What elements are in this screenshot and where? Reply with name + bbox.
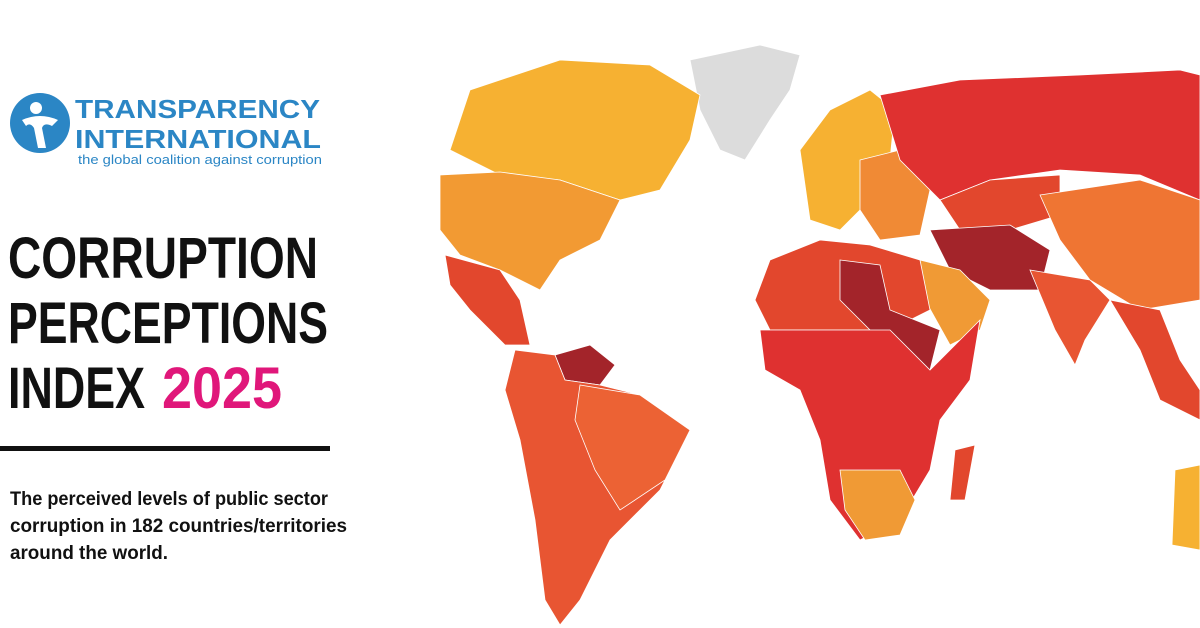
usa bbox=[439, 171, 621, 291]
madagascar bbox=[949, 444, 976, 501]
title-line: PERCEPTIONS bbox=[8, 291, 328, 356]
australia bbox=[1171, 464, 1200, 551]
description-line: The perceived levels of public sector bbox=[10, 489, 329, 510]
title-line: CORRUPTION bbox=[8, 226, 318, 291]
mexico-central bbox=[444, 254, 531, 346]
greenland bbox=[689, 44, 801, 161]
africa-central bbox=[759, 318, 981, 541]
logo-tagline: the global coalition against corruption bbox=[78, 152, 322, 167]
brazil bbox=[574, 384, 691, 511]
logo-figure bbox=[22, 116, 58, 148]
title-year: 2025 bbox=[162, 356, 282, 421]
description-line: around the world. bbox=[10, 543, 168, 564]
title-line: INDEX bbox=[8, 356, 145, 421]
logo-name: TRANSPARENCY bbox=[75, 94, 320, 124]
divider bbox=[0, 446, 330, 451]
logo: TRANSPARENCY INTERNATIONAL the global co… bbox=[10, 93, 322, 167]
world-map bbox=[439, 44, 1200, 626]
description-line: corruption in 182 countries/territories bbox=[10, 516, 347, 537]
logo-name: INTERNATIONAL bbox=[75, 124, 321, 154]
russia bbox=[879, 69, 1200, 201]
india bbox=[1029, 269, 1111, 366]
china bbox=[1039, 179, 1200, 311]
logo-figure-head bbox=[30, 102, 42, 114]
southern-africa bbox=[839, 469, 916, 541]
north-america-north bbox=[449, 59, 701, 201]
southeast-asia bbox=[1109, 299, 1200, 421]
